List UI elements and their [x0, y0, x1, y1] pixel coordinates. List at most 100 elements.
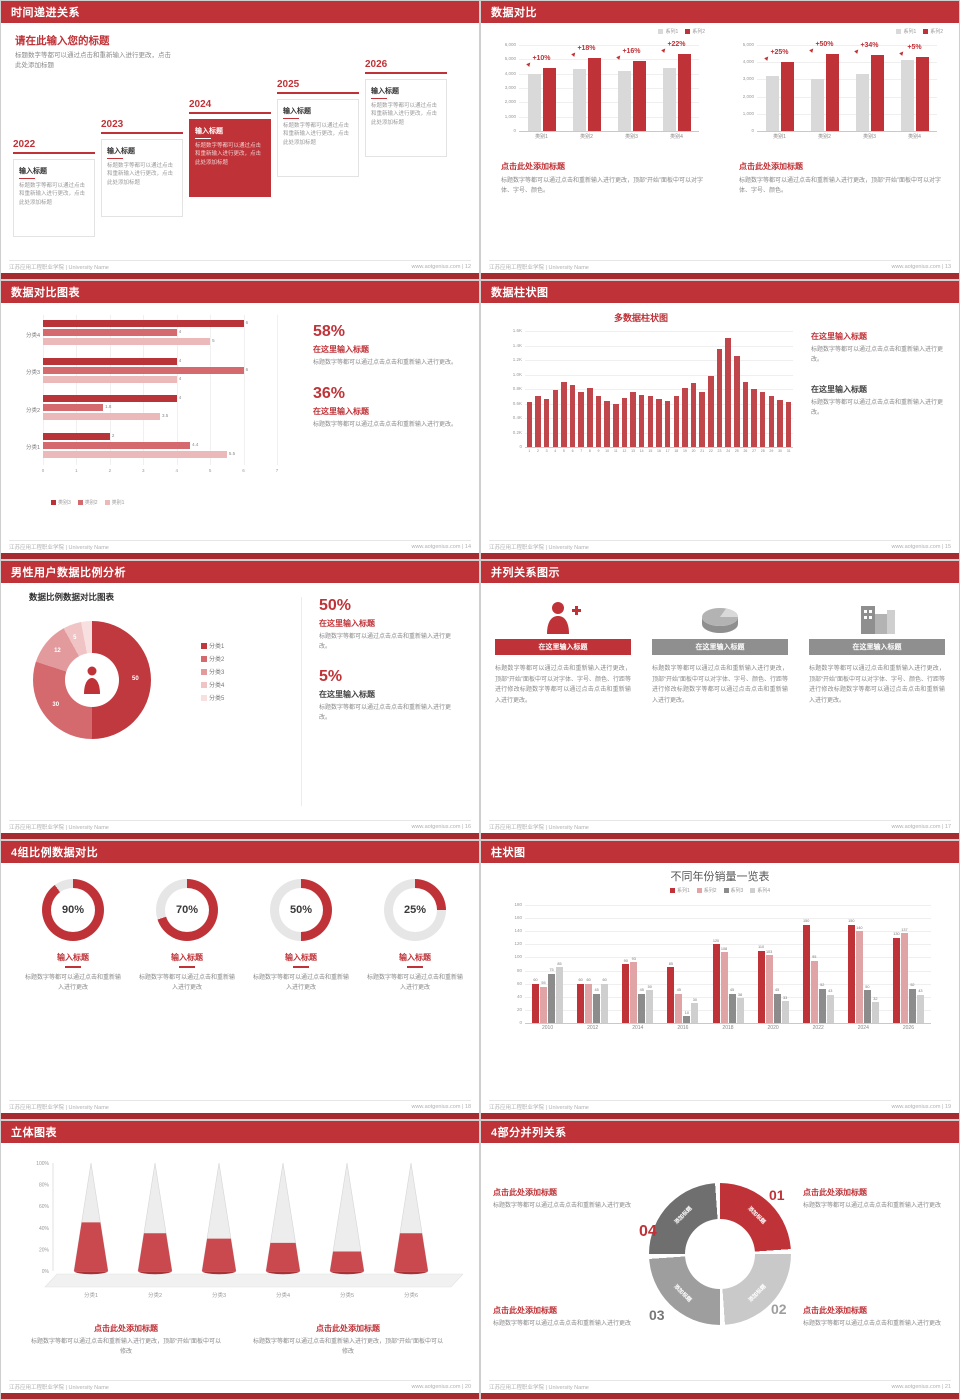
- bar: [855, 74, 869, 131]
- x-tick: 24: [726, 449, 731, 453]
- bar-value: 150: [848, 919, 855, 924]
- bar-value: 4: [178, 329, 182, 334]
- slide-yearly-sales[interactable]: 柱状图 不同年份销量一览表 系列1 系列2 系列3 系列4 0 20 40 60 80 100 1…: [481, 841, 959, 1119]
- chart-text: 分类1: [84, 1291, 98, 1299]
- pie-chart-icon: [702, 608, 738, 633]
- parallel-item: 在这里输入标题 标题数字等都可以通过点击和重新输入进行更改，顶部“开始”面板中可…: [809, 595, 945, 706]
- gridline: [757, 131, 937, 132]
- bar: [572, 69, 586, 131]
- stat-title: 在这里输入标题: [811, 332, 867, 341]
- text-block: 点击此处添加标题 标题数字等都可以通过点击点击和重新输入进行更改: [803, 1305, 953, 1330]
- gridline: [757, 96, 937, 98]
- parallel-item: 在这里输入标题 标题数字等都可以通过点击和重新输入进行更改，顶部“开始”面板中可…: [652, 595, 788, 706]
- underline: [179, 966, 195, 968]
- y-tick: 0: [513, 128, 516, 133]
- bar: [759, 391, 766, 447]
- gridline: [525, 360, 793, 361]
- legend-item: 系列1: [658, 28, 678, 35]
- slide-four-part-circle[interactable]: 4部分并列关系 添加标题 添加标题 添加标题 添加标题 01 02 03 04 …: [481, 1121, 959, 1399]
- legend: 系列1 系列2: [896, 28, 943, 35]
- stat-body: 标题数字等都可以通过点击点击和重新输入进行更改。: [811, 347, 944, 363]
- legend-swatch: [658, 29, 664, 34]
- slide-four-ratios[interactable]: 4组比例数据对比 90% 输入标题 标题数字等都可以通过点击和重新输入进行更改 …: [1, 841, 479, 1119]
- legend-swatch: [201, 694, 207, 701]
- block-body: 标题数字等都可以通过点击和重新输入进行更改，顶部“开始”面板中可以对字体、字号、…: [739, 178, 941, 194]
- underline: [407, 966, 423, 968]
- bar: [587, 387, 593, 447]
- x-tick: 2024: [857, 1025, 869, 1031]
- slide-hbar-compare[interactable]: 数据对比图表 0 1 2 3 4 5 6 7 分类4 6 4 5 分类3 4 6 4 分类2 4 1.8 3.5 分类1…: [1, 281, 479, 559]
- bar: [43, 395, 177, 402]
- bar-value: 137: [901, 927, 908, 932]
- gridline: [757, 113, 937, 115]
- x-tick: 10: [605, 449, 610, 453]
- slide-title-bar: 男性用户数据比例分析: [1, 561, 479, 583]
- slide-title-bar: 4组比例数据对比: [1, 841, 479, 863]
- bar-value: 60: [586, 978, 591, 983]
- legend-label: 系列3: [730, 888, 744, 894]
- footer-school: 江苏应用工程职业学院 | University Name: [9, 824, 109, 831]
- slide-cone-chart[interactable]: 立体图表 0% 20% 40% 60% 80% 100% 分类1 分类2 分类3 分类4 分类5 分类…: [1, 1121, 479, 1399]
- group-label: 分类3: [25, 370, 40, 377]
- x-tick: 2010: [541, 1025, 554, 1031]
- cone-shape: [202, 1238, 236, 1271]
- bar-value: 4: [178, 375, 182, 381]
- timeline-year-underline: [101, 132, 183, 134]
- slide-donut-analysis[interactable]: 男性用户数据比例分析 数据比例数据对比图表 50 30 12 5 分类1 分类2 分类3 分…: [1, 561, 479, 839]
- item-title: 输入标题: [399, 953, 431, 962]
- gridline: [525, 957, 931, 959]
- arrow-icon: [570, 51, 577, 57]
- grouped-bar-chart: 0 1,000 2,000 3,000 4,000 5,000 6,000 类别1 +10% 类别…: [493, 41, 699, 140]
- chart-text: 80%: [39, 1183, 50, 1189]
- bar: [818, 988, 826, 1023]
- footer-school: 江苏应用工程职业学院 | University Name: [489, 824, 589, 831]
- bar: [622, 964, 630, 1023]
- item-title: 输入标题: [285, 953, 317, 962]
- slide-data-compare[interactable]: 数据对比 系列1 系列2 0 1,000 2,000 3,000 4,000 5,000 6,…: [481, 1, 959, 279]
- bar: [728, 993, 736, 1023]
- progress-ring: 70%: [156, 879, 218, 941]
- legend-swatch: [77, 500, 83, 505]
- bar: [552, 390, 558, 447]
- bar: [561, 381, 567, 447]
- bar: [647, 396, 654, 447]
- bar-value: 6: [245, 320, 249, 325]
- slice-value: 30: [52, 701, 60, 708]
- bar-value: 30: [692, 997, 697, 1002]
- pct-label: +16%: [622, 47, 641, 55]
- chart-text: 分类6: [404, 1291, 418, 1299]
- pct-label: +34%: [860, 42, 879, 50]
- slide-column-chart[interactable]: 数据柱状图 多数据柱状图 0 0.2K 0.4K 0.6K 0.8K 1.0K 1.2K 1.…: [481, 281, 959, 559]
- legend-item: 系列3: [723, 887, 744, 894]
- slide-parallel-items[interactable]: 并列关系图示 在这里输入标题 标题数字等都可以通过点击和重新输入进行更改，顶部“…: [481, 561, 959, 839]
- bar: [535, 396, 541, 447]
- y-tick: 40: [516, 993, 522, 999]
- underline: [283, 117, 299, 119]
- block-title: 点击此处添加标题: [493, 1306, 557, 1315]
- gridline: [519, 102, 699, 104]
- legend-swatch: [669, 888, 675, 893]
- bar-value: 60: [533, 978, 538, 983]
- x-tick: 26: [743, 449, 748, 453]
- timeline-box: 输入标题 标题数字等都可以通过点击和重新输入进行更改，点击此处添加标题: [365, 78, 447, 157]
- s1-heading-body: 标题数字等都可以通过点击和重新输入进行更改，点击此处添加标题: [15, 52, 171, 70]
- timeline-item: 2022 输入标题 标题数字等都可以通过点击和重新输入进行更改，点击此处添加标题: [13, 139, 95, 237]
- bar: [662, 67, 676, 131]
- item-label: 在这里输入标题: [495, 639, 631, 655]
- ring-percent: 25%: [393, 888, 437, 932]
- chart-text: 100%: [36, 1161, 49, 1167]
- x-tick: 30: [778, 449, 782, 453]
- gridline: [176, 315, 178, 465]
- timeline-item-title: 输入标题: [283, 107, 311, 115]
- group-label: 分类4: [25, 332, 40, 339]
- footer-site-page: www.aotgenius.com | 15: [891, 543, 951, 550]
- stat-percent: 58%: [313, 323, 346, 340]
- slide-timeline[interactable]: 时间递进关系 请在此输入您的标题 标题数字等都可以通过点击和重新输入进行更改，点…: [1, 1, 479, 279]
- block-body: 标题数字等都可以通过点击和重新输入进行更改，顶部“开始”面板中可以修改: [31, 1339, 221, 1355]
- ring-percent: 90%: [51, 888, 95, 932]
- cone-shape: [266, 1242, 300, 1271]
- chart-text: 分类4: [276, 1291, 290, 1299]
- block-body: 标题数字等都可以通过点击和重新输入进行更改，顶部“开始”面板中可以修改: [253, 1339, 443, 1355]
- y-tick: 60: [516, 980, 522, 986]
- item-body: 标题数字等都可以通过点击和重新输入进行更改，顶部“开始”面板中可以对字体、字号、…: [809, 666, 945, 704]
